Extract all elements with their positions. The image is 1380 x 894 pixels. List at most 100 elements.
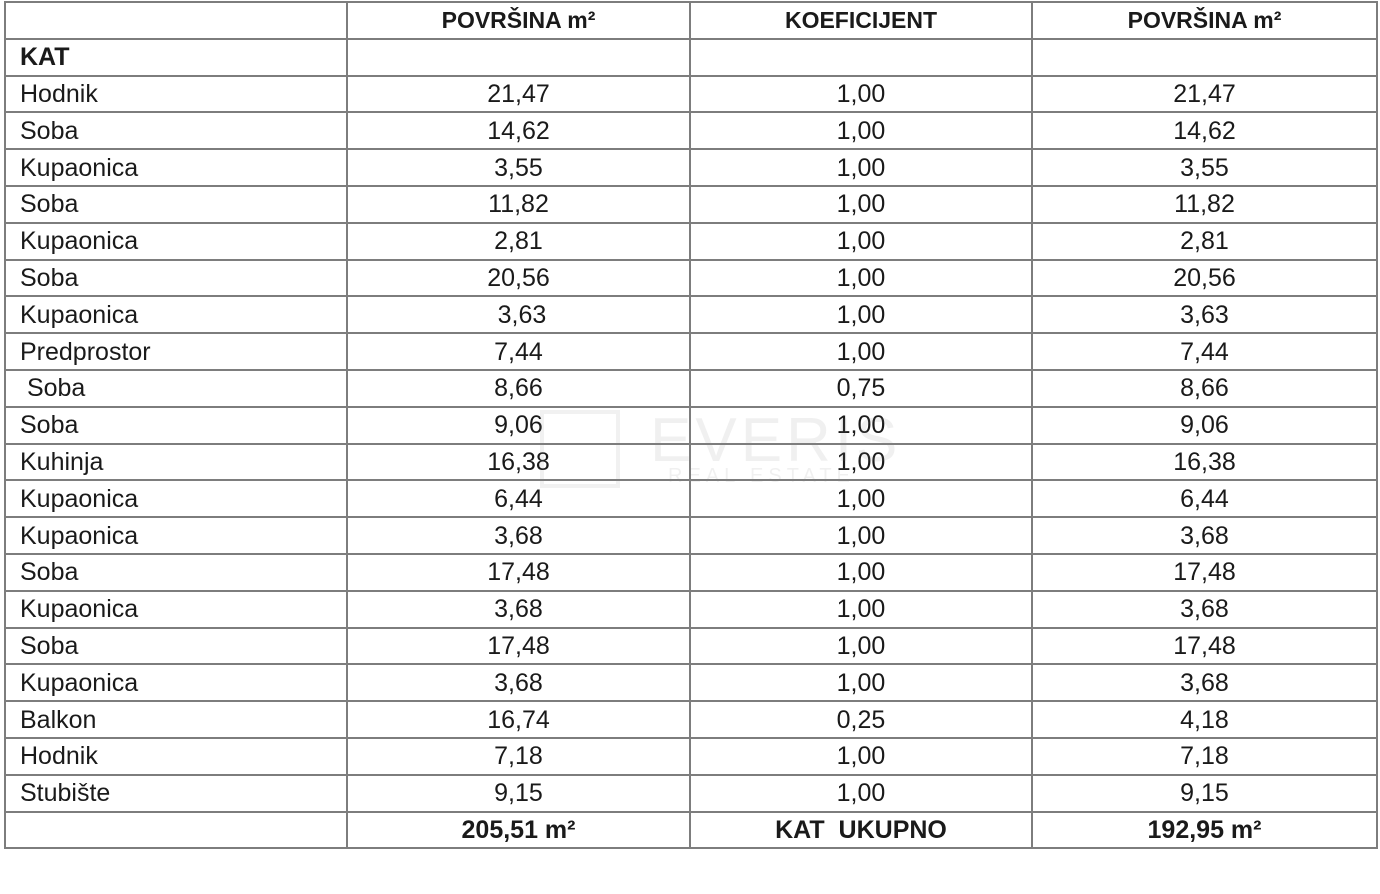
- area-value: 7,44: [346, 332, 691, 371]
- net-area-value: 9,06: [1031, 405, 1378, 445]
- room-name: Kupaonica: [4, 479, 348, 519]
- coefficient-value: 0,75: [689, 368, 1033, 408]
- table-row: Soba 11,82 1,00 11,82: [4, 184, 1378, 224]
- table-row: Soba 8,66 0,75 8,66: [4, 368, 1378, 408]
- area-value: 2,81: [346, 221, 691, 261]
- net-area-value: 3,55: [1031, 148, 1378, 187]
- coefficient-value: 1,00: [689, 258, 1033, 298]
- room-name: Kuhinja: [4, 442, 348, 482]
- net-area-total: 192,95 m²: [1031, 810, 1378, 850]
- table-row: Soba 20,56 1,00 20,56: [4, 258, 1378, 298]
- room-name: Kupaonica: [4, 516, 348, 555]
- net-area-value: 21,47: [1031, 74, 1378, 114]
- room-name: Soba: [4, 626, 348, 666]
- coefficient-value: 1,00: [689, 773, 1033, 813]
- table-row: Soba 17,48 1,00 17,48: [4, 626, 1378, 666]
- room-name: Kupaonica: [4, 663, 348, 703]
- room-name: Soba: [4, 368, 348, 408]
- table-row: Soba 17,48 1,00 17,48: [4, 552, 1378, 592]
- net-area-value: 14,62: [1031, 111, 1378, 151]
- table-row: Soba 14,62 1,00 14,62: [4, 111, 1378, 151]
- room-name: Soba: [4, 111, 348, 151]
- coefficient-value: 1,00: [689, 111, 1033, 151]
- table-row: Kupaonica 3,63 1,00 3,63: [4, 295, 1378, 335]
- net-area-value: 16,38: [1031, 442, 1378, 482]
- area-table: POVRŠINA m² KOEFICIJENT POVRŠINA m² KAT …: [4, 1, 1378, 850]
- empty-cell: [1031, 37, 1378, 77]
- room-name: Soba: [4, 405, 348, 445]
- coefficient-value: 1,00: [689, 663, 1033, 703]
- table-row: Hodnik 21,47 1,00 21,47: [4, 74, 1378, 114]
- net-area-value: 4,18: [1031, 700, 1378, 739]
- section-row: KAT: [4, 37, 1378, 77]
- coefficient-value: 1,00: [689, 736, 1033, 776]
- area-value: 7,18: [346, 736, 691, 776]
- room-name: Stubište: [4, 773, 348, 813]
- net-area-value: 3,68: [1031, 516, 1378, 555]
- coefficient-value: 0,25: [689, 700, 1033, 739]
- area-value: 11,82: [346, 184, 691, 224]
- header-row: POVRŠINA m² KOEFICIJENT POVRŠINA m²: [4, 1, 1378, 40]
- room-name: Kupaonica: [4, 589, 348, 629]
- table-row: Kupaonica 6,44 1,00 6,44: [4, 479, 1378, 519]
- net-area-value: 7,44: [1031, 332, 1378, 371]
- table-row: Kupaonica 3,68 1,00 3,68: [4, 663, 1378, 703]
- table-row: Predprostor 7,44 1,00 7,44: [4, 332, 1378, 371]
- empty-cell: [689, 37, 1033, 77]
- net-area-value: 9,15: [1031, 773, 1378, 813]
- coefficient-value: 1,00: [689, 221, 1033, 261]
- section-label: KAT: [4, 37, 348, 77]
- area-value: 9,15: [346, 773, 691, 813]
- table-row: Stubište 9,15 1,00 9,15: [4, 773, 1378, 813]
- net-area-value: 17,48: [1031, 626, 1378, 666]
- net-area-value: 20,56: [1031, 258, 1378, 298]
- coefficient-value: 1,00: [689, 184, 1033, 224]
- total-label: KAT UKUPNO: [689, 810, 1033, 850]
- area-value: 3,68: [346, 589, 691, 629]
- room-name: Kupaonica: [4, 221, 348, 261]
- coefficient-value: 1,00: [689, 589, 1033, 629]
- area-value: 17,48: [346, 552, 691, 592]
- coefficient-value: 1,00: [689, 442, 1033, 482]
- empty-cell: [4, 810, 348, 850]
- area-value: 3,68: [346, 663, 691, 703]
- coefficient-value: 1,00: [689, 405, 1033, 445]
- net-area-value: 3,68: [1031, 589, 1378, 629]
- coefficient-value: 1,00: [689, 552, 1033, 592]
- room-name: Hodnik: [4, 736, 348, 776]
- table-row: Kupaonica 3,68 1,00 3,68: [4, 589, 1378, 629]
- room-name: Soba: [4, 552, 348, 592]
- room-name: Kupaonica: [4, 295, 348, 335]
- net-area-value: 7,18: [1031, 736, 1378, 776]
- room-name: Hodnik: [4, 74, 348, 114]
- empty-cell: [346, 37, 691, 77]
- area-value: 6,44: [346, 479, 691, 519]
- net-area-value: 17,48: [1031, 552, 1378, 592]
- room-name: Soba: [4, 184, 348, 224]
- table-row: Soba 9,06 1,00 9,06: [4, 405, 1378, 445]
- room-name: Kupaonica: [4, 148, 348, 187]
- area-value: 17,48: [346, 626, 691, 666]
- net-area-value: 8,66: [1031, 368, 1378, 408]
- room-name: Soba: [4, 258, 348, 298]
- header-net-area: POVRŠINA m²: [1031, 1, 1378, 40]
- table-row: Kuhinja 16,38 1,00 16,38: [4, 442, 1378, 482]
- header-area: POVRŠINA m²: [346, 1, 691, 40]
- area-total: 205,51 m²: [346, 810, 691, 850]
- area-value: 3,68: [346, 516, 691, 555]
- table-row: Kupaonica 3,68 1,00 3,68: [4, 516, 1378, 555]
- area-value: 20,56: [346, 258, 691, 298]
- coefficient-value: 1,00: [689, 479, 1033, 519]
- coefficient-value: 1,00: [689, 148, 1033, 187]
- area-value: 3,63: [346, 295, 691, 335]
- area-value: 16,74: [346, 700, 691, 739]
- header-coefficient: KOEFICIJENT: [689, 1, 1033, 40]
- room-name: Balkon: [4, 700, 348, 739]
- table-row: Balkon 16,74 0,25 4,18: [4, 700, 1378, 739]
- net-area-value: 2,81: [1031, 221, 1378, 261]
- total-row: 205,51 m² KAT UKUPNO 192,95 m²: [4, 810, 1378, 850]
- area-value: 9,06: [346, 405, 691, 445]
- table-row: Kupaonica 3,55 1,00 3,55: [4, 148, 1378, 187]
- area-value: 3,55: [346, 148, 691, 187]
- net-area-value: 3,63: [1031, 295, 1378, 335]
